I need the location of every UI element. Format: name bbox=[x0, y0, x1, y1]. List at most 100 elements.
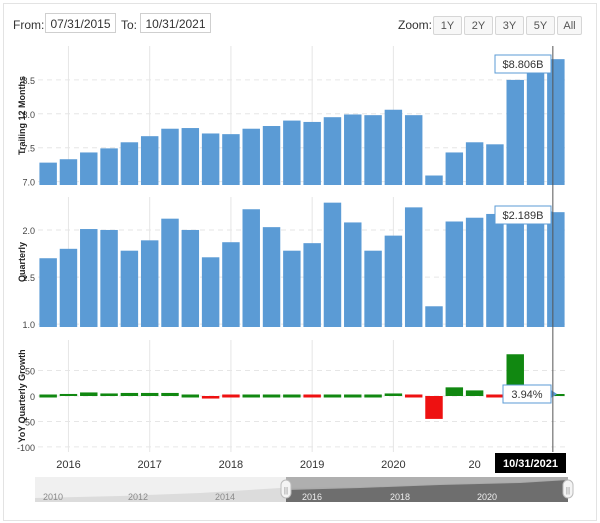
bar bbox=[303, 243, 321, 327]
handle-grip bbox=[562, 479, 574, 499]
bar bbox=[526, 210, 545, 327]
navigator-year-label: 2020 bbox=[477, 492, 497, 502]
bar bbox=[425, 396, 443, 419]
cursor-date-label: 10/31/2021 bbox=[503, 458, 558, 470]
bar bbox=[80, 392, 98, 396]
from-date-input[interactable]: 07/31/2015 bbox=[45, 13, 116, 33]
bar bbox=[181, 394, 200, 398]
y-tick-label: 0 bbox=[30, 392, 35, 402]
bar bbox=[100, 229, 118, 327]
bar bbox=[425, 306, 443, 327]
navigator-year-label: 2012 bbox=[128, 492, 148, 502]
bar bbox=[59, 248, 78, 327]
x-tick-label: 2017 bbox=[137, 459, 161, 471]
from-label: From: bbox=[13, 18, 45, 32]
bar bbox=[242, 128, 260, 185]
zoom-2y-button[interactable]: 2Y bbox=[464, 16, 493, 35]
to-label: To: bbox=[121, 18, 138, 32]
bar bbox=[323, 117, 342, 185]
bar bbox=[80, 229, 98, 327]
bar bbox=[364, 115, 382, 185]
handle-grip bbox=[280, 479, 292, 499]
bar bbox=[344, 394, 362, 398]
bar bbox=[364, 394, 382, 398]
bar bbox=[59, 159, 78, 185]
bar bbox=[201, 396, 220, 399]
bar bbox=[59, 393, 78, 396]
bar bbox=[80, 152, 98, 185]
bar bbox=[547, 59, 565, 186]
zoom-3y-button[interactable]: 3Y bbox=[495, 16, 524, 35]
bar bbox=[465, 217, 484, 327]
y-tick-label: 50 bbox=[25, 367, 35, 377]
y-tick-label: 1.0 bbox=[22, 320, 35, 330]
bar bbox=[283, 120, 301, 185]
y-tick-label: 7.5 bbox=[22, 144, 35, 154]
chart-frame bbox=[3, 3, 597, 521]
zoom-1y-button[interactable]: 1Y bbox=[433, 16, 462, 35]
bar bbox=[445, 221, 464, 327]
bar bbox=[506, 211, 524, 327]
bar bbox=[384, 109, 403, 185]
y-tick-label: -100 bbox=[17, 443, 35, 453]
range-toolbar: From: 07/31/2015 To: 10/31/2021 Zoom: 1Y… bbox=[0, 0, 600, 40]
y-tick-label: 8.0 bbox=[22, 110, 35, 120]
bar bbox=[140, 240, 159, 327]
y-tick-label: -50 bbox=[22, 417, 35, 427]
bar bbox=[547, 212, 565, 327]
navigator-right-handle[interactable]: || bbox=[562, 479, 574, 499]
zoom-all-button[interactable]: All bbox=[557, 16, 582, 35]
bar bbox=[201, 133, 220, 185]
navigator-year-label: 2010 bbox=[43, 492, 63, 502]
bar bbox=[100, 148, 118, 185]
bar bbox=[181, 128, 200, 185]
y-tick-label: 2.0 bbox=[22, 226, 35, 236]
bar bbox=[140, 136, 159, 185]
to-date-input[interactable]: 10/31/2021 bbox=[140, 13, 211, 33]
bar bbox=[465, 142, 484, 185]
bar bbox=[181, 229, 200, 327]
y-axis-title: YoY Quarterly Growth bbox=[17, 349, 27, 442]
bar bbox=[222, 134, 240, 185]
navigator-year-label: 2016 bbox=[302, 492, 322, 502]
x-tick-label: 2018 bbox=[219, 459, 243, 471]
bar bbox=[201, 257, 220, 327]
bar bbox=[100, 393, 118, 396]
value-callout-arrow bbox=[551, 389, 557, 398]
bar bbox=[445, 387, 464, 396]
bar bbox=[242, 394, 260, 398]
navigator-left-handle[interactable]: || bbox=[280, 479, 292, 499]
range-navigator: 2010 2012 2014 2016 2018 2020 || || bbox=[35, 477, 574, 502]
x-tick-label: 2020 bbox=[381, 459, 405, 471]
x-tick-label: 2019 bbox=[300, 459, 324, 471]
bar bbox=[222, 242, 240, 327]
y-tick-label: 1.5 bbox=[22, 273, 35, 283]
y-axis-title: Trailing 12 Months bbox=[17, 76, 27, 155]
bar bbox=[161, 128, 179, 185]
bar bbox=[120, 392, 139, 396]
value-callout-label: $2.189B bbox=[503, 210, 544, 222]
bar bbox=[445, 152, 464, 185]
bar bbox=[120, 142, 139, 185]
zoom-label: Zoom: bbox=[398, 18, 433, 32]
zoom-5y-button[interactable]: 5Y bbox=[526, 16, 555, 35]
bar bbox=[486, 144, 504, 185]
handle-glyph: || bbox=[566, 486, 570, 495]
bar bbox=[486, 394, 504, 398]
bar bbox=[262, 227, 281, 327]
panel-2: 1.0 1.5 2.0 Quarterly $2.189B bbox=[17, 197, 566, 330]
y-tick-label: 8.5 bbox=[22, 76, 35, 86]
bar bbox=[344, 222, 362, 327]
bar bbox=[39, 394, 57, 398]
bar bbox=[161, 392, 179, 396]
navigator-year-label: 2018 bbox=[390, 492, 410, 502]
bar bbox=[161, 218, 179, 327]
y-tick-label: 7.0 bbox=[22, 178, 35, 188]
bar bbox=[283, 250, 301, 327]
navigator-year-label: 2014 bbox=[215, 492, 235, 502]
bar bbox=[364, 250, 382, 327]
bar bbox=[283, 394, 301, 398]
bar bbox=[323, 202, 342, 327]
handle-glyph: || bbox=[284, 486, 288, 495]
